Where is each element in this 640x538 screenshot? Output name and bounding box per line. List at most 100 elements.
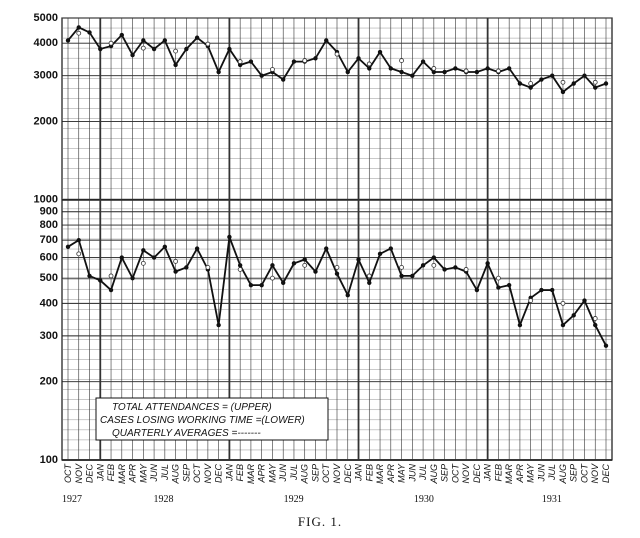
point — [367, 280, 372, 285]
legend-box — [95, 397, 329, 441]
point — [65, 244, 71, 249]
point — [141, 38, 146, 43]
average-point — [270, 67, 275, 72]
point — [313, 269, 318, 274]
average-point — [463, 267, 469, 272]
point — [216, 69, 221, 75]
average-point — [173, 258, 179, 264]
average-point — [399, 58, 404, 63]
point — [184, 265, 189, 270]
x-tick-label: JUL — [547, 464, 557, 481]
caption: FIG. 1. — [298, 514, 342, 529]
point — [259, 282, 264, 288]
y-tick-label: 3000 — [34, 70, 58, 82]
point — [313, 56, 318, 61]
average-point — [366, 61, 372, 67]
average-point — [270, 275, 275, 281]
point — [87, 30, 92, 35]
average-point — [560, 300, 566, 306]
average-point — [302, 262, 308, 268]
average-point — [399, 264, 404, 270]
point — [442, 69, 447, 75]
average-point — [495, 275, 501, 281]
point — [442, 267, 447, 272]
point — [453, 265, 458, 270]
x-tick-label: DEC — [85, 464, 95, 484]
y-tick-label: 2000 — [34, 115, 58, 127]
point — [141, 248, 146, 253]
y-tick-label: 4000 — [34, 37, 58, 49]
year-label: 1931 — [542, 494, 562, 505]
point — [410, 73, 415, 78]
point — [582, 73, 587, 78]
x-tick-label: APR — [386, 464, 396, 484]
y-tick-label: 600 — [40, 251, 58, 263]
average-point — [334, 51, 340, 57]
x-tick-label: MAY — [267, 463, 277, 483]
x-tick-label: JAN — [354, 464, 364, 483]
average-point — [366, 273, 372, 279]
average-point — [140, 260, 146, 266]
point — [216, 322, 221, 328]
point — [119, 32, 124, 38]
x-tick-label: MAR — [117, 464, 127, 485]
x-tick-label: OCT — [192, 463, 202, 484]
average-point — [334, 264, 340, 270]
point — [485, 66, 490, 71]
marks — [65, 25, 609, 348]
y-tick-label: 1000 — [34, 194, 58, 206]
point — [270, 263, 275, 268]
x-tick-label: SEP — [310, 464, 320, 482]
x-tick-label: OCT — [321, 463, 331, 484]
point — [571, 313, 576, 318]
point — [173, 62, 178, 68]
y-tick-label: 200 — [40, 376, 58, 388]
x-tick-label: DEC — [343, 464, 353, 484]
point — [151, 46, 157, 52]
point — [399, 69, 404, 75]
point — [162, 38, 168, 43]
point — [108, 287, 114, 293]
average-point — [431, 66, 437, 71]
x-tick-label: JAN — [224, 464, 234, 483]
year-label: 1930 — [414, 494, 434, 505]
x-tick-label: JAN — [483, 464, 493, 483]
point — [399, 273, 404, 279]
x-tick-label: FEB — [364, 464, 374, 482]
average-point — [495, 68, 501, 74]
y-tick-label: 5000 — [34, 12, 58, 24]
x-tick-label: JAN — [95, 464, 105, 483]
y-tick-label: 300 — [40, 330, 58, 342]
x-tick-label: JUN — [407, 464, 417, 483]
point — [420, 263, 426, 268]
x-tick-label: AUG — [429, 464, 439, 485]
x-tick-label: JUL — [418, 464, 428, 481]
point — [227, 46, 232, 52]
x-tick-label: OCT — [63, 463, 73, 484]
x-tick-label: NOV — [590, 463, 600, 484]
point — [119, 255, 124, 260]
x-tick-label: SEP — [181, 464, 191, 482]
point — [506, 66, 512, 71]
year-label: 1928 — [153, 494, 173, 505]
x-tick-label: FEB — [106, 464, 116, 482]
point — [248, 59, 254, 64]
x-tick-label: AUG — [171, 464, 181, 485]
y-tick-label: 700 — [40, 234, 58, 246]
x-tick-label: NOV — [461, 463, 471, 484]
x-tick-label: DEC — [601, 464, 611, 484]
average-point — [173, 48, 179, 54]
point — [603, 343, 609, 348]
average-point — [140, 45, 146, 51]
x-tick-label: DEC — [472, 464, 482, 484]
average-point — [560, 79, 566, 85]
point — [453, 66, 458, 71]
x-tick-label: AUG — [558, 464, 568, 485]
point — [528, 85, 533, 90]
point — [194, 35, 200, 40]
point — [517, 322, 523, 328]
average-point — [237, 59, 243, 64]
x-tick-label: FEB — [235, 464, 245, 482]
legend-text: TOTAL ATTENDANCES = (UPPER) — [112, 402, 272, 413]
point — [65, 38, 71, 43]
